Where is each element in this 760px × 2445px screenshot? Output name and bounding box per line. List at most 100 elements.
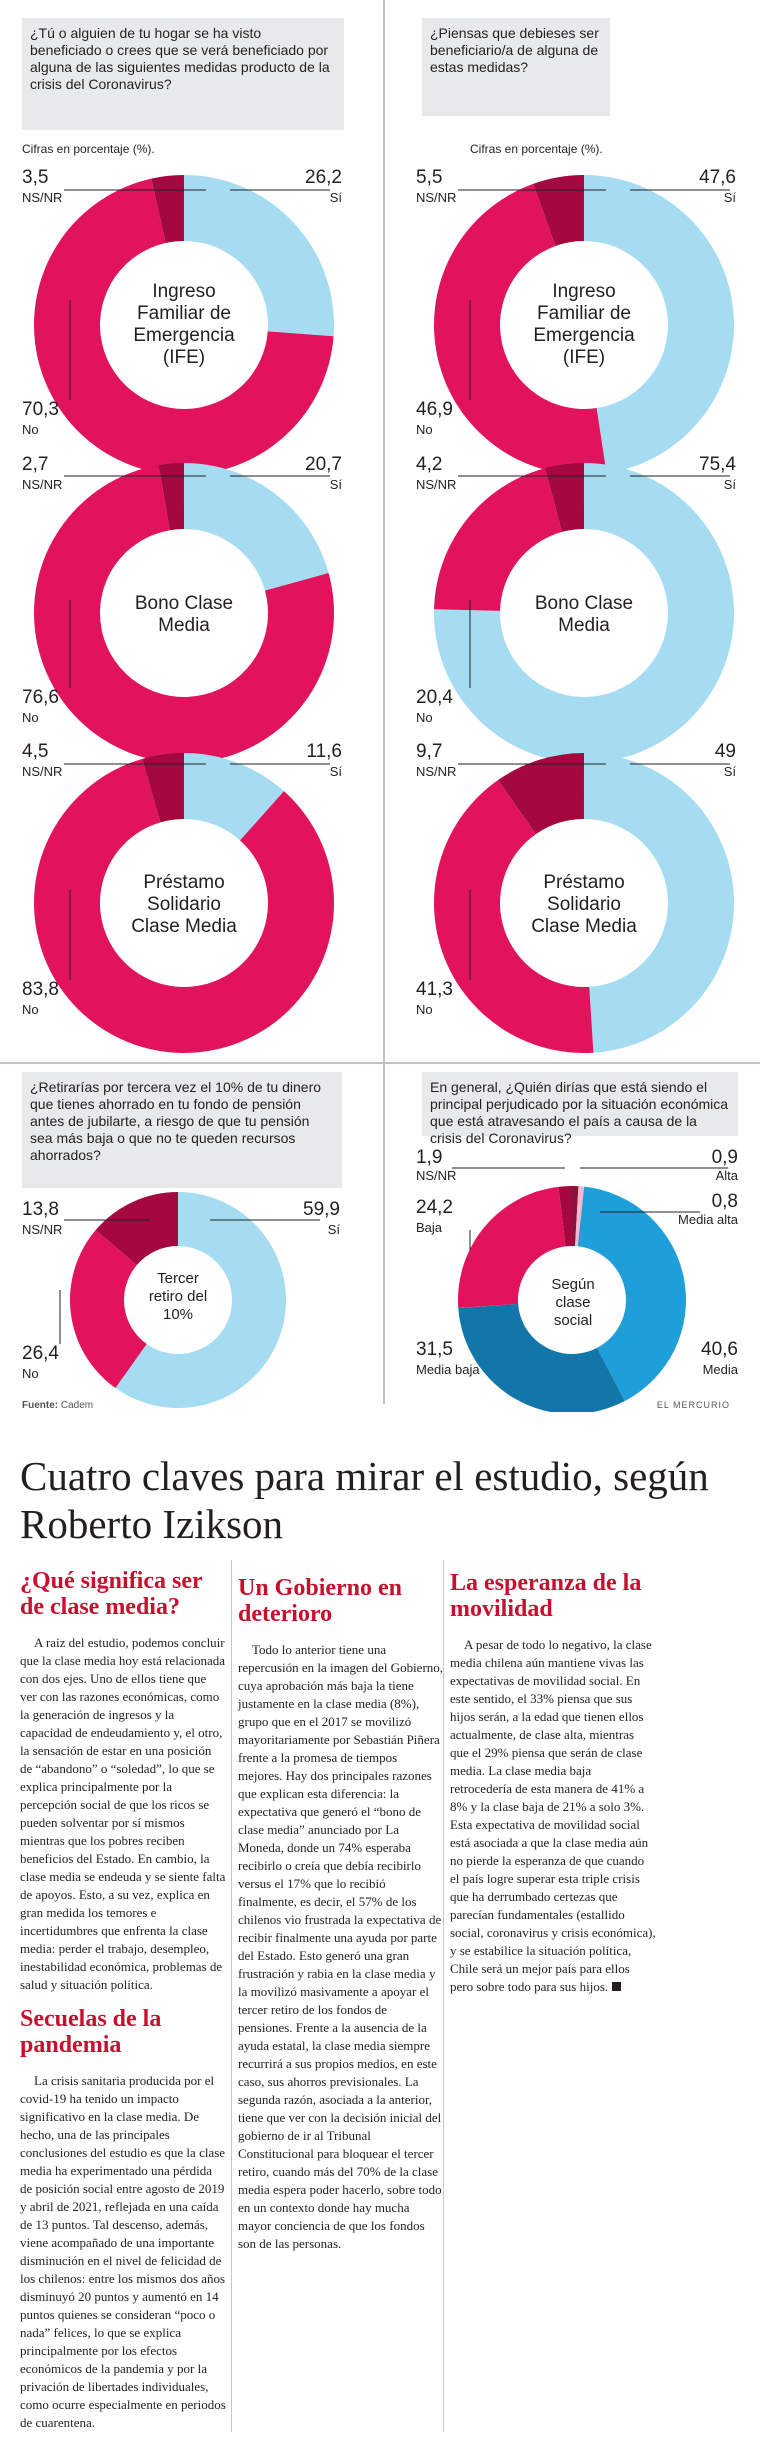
donut-label-bono-left: Bono Clase Media [134,593,234,636]
slice-0-ns-nr [151,175,184,244]
prestamo-left-si-value: 11,6 [306,741,342,762]
section-body-esperanza-text: A pesar de todo lo negativo, la clase me… [450,1637,656,1994]
question-debiese: ¿Piensas que debieses ser beneficiario/a… [422,18,610,116]
question-perjudicado: En general, ¿Quién dirías que está siend… [422,1072,738,1146]
prestamo-left-si-label: Sí [329,764,342,779]
article-column-1: ¿Qué significa ser de clase media? A raí… [20,1568,226,2432]
question-retiro: ¿Retirarías por tercera vez el 10% de tu… [22,1072,342,1188]
slice-2-s- [184,753,284,841]
section-body-secuelas: La crisis sanitaria producida por el cov… [20,2073,226,2430]
bono-right-no-label: No [416,710,433,725]
slice-7-media-alta [575,1186,585,1247]
ife-left-no-value: 70,3 [22,399,59,420]
prestamo-right-si-value: 49 [714,741,736,762]
section-title-gobierno: Un Gobierno en deterioro [238,1575,403,1627]
column-rule-2 [443,1560,444,2432]
slice-7-ns-nr [558,1186,572,1247]
bono-left-nsnr-value: 2,7 [22,454,49,475]
clase-nsnr-value: 1,9 [416,1147,443,1168]
divider-vertical-bottom [383,1064,385,1404]
article-headline: Cuatro claves para mirar el estudio, seg… [20,1453,709,1547]
prestamo-left-no-label: No [22,1002,39,1017]
ife-left-nsnr-value: 3,5 [22,167,49,188]
retiro-nsnr-value: 13,8 [22,1199,59,1220]
slice-3-ns-nr [533,175,584,246]
clase-media-label: Media [702,1362,738,1377]
donut-label-bono-right: Bono Clase Media [534,593,634,636]
prestamo-left-nsnr-value: 4,5 [22,741,49,762]
donut-ife-beneficiado [33,175,735,1412]
bono-left-nsnr-label: NS/NR [22,477,63,492]
bono-right-si-label: Sí [723,477,736,492]
slice-6-no [70,1230,147,1389]
ife-left-nsnr-label: NS/NR [22,190,63,205]
slice-1-ns-nr [158,463,184,531]
retiro-si-value: 59,9 [303,1199,340,1220]
ife-right-si-value: 47,6 [699,167,736,188]
prestamo-left-nsnr-label: NS/NR [22,764,63,779]
source-value: Cadem [60,1400,94,1411]
clase-media-alta-value: 0,8 [711,1191,738,1212]
section-title-esperanza: La esperanza de la movilidad [450,1570,642,1622]
clase-baja-label: Baja [416,1220,443,1235]
slice-7-alta [572,1186,579,1247]
clase-baja-value: 24,2 [416,1197,453,1218]
end-of-article-icon [612,1982,622,1991]
clase-media-alta-label: Media alta [678,1212,738,1227]
column-rule-1 [231,1560,232,2432]
bono-left-no-label: No [22,710,39,725]
prestamo-right-no-value: 41,3 [416,979,453,1000]
prestamo-left-no-value: 83,8 [22,979,59,1000]
prestamo-right-no-label: No [416,1002,433,1017]
donut-label-ife-left: Ingreso Familiar de Emergencia (IFE) [133,281,235,368]
clase-media-baja-label: Media baja [416,1362,480,1377]
brand-mark: EL MERCURIO [656,1400,730,1410]
article-column-3: La esperanza de la movilidad A pesar de … [450,1558,656,1996]
clase-alta-label: Alta [715,1168,738,1183]
ife-left-no-label: No [22,422,39,437]
retiro-si-label: Sí [327,1222,340,1237]
section-title-secuelas: Secuelas de la pandemia [20,2006,162,2058]
source-line: Fuente: Cadem [22,1400,93,1411]
section-body-esperanza: A pesar de todo lo negativo, la clase me… [450,1636,656,1996]
slice-4-ns-nr [544,463,584,532]
ife-right-si-label: Sí [723,190,736,205]
ife-right-no-value: 46,9 [416,399,453,420]
ife-right-no-label: No [416,422,433,437]
slice-2-ns-nr [142,753,184,823]
section-body-gobierno: Todo lo anterior tiene una repercusión e… [238,1642,444,2251]
ife-right-nsnr-label: NS/NR [416,190,457,205]
retiro-nsnr-label: NS/NR [22,1222,63,1237]
donut-label-clase: Según clase social [551,1276,595,1329]
bono-right-si-value: 75,4 [699,454,736,475]
slice-6-ns-nr [95,1192,178,1266]
article-column-2: Un Gobierno en deterioro Todo lo anterio… [238,1563,444,2253]
bono-left-no-value: 76,6 [22,687,59,708]
donut-label-retiro: Tercer retiro del 10% [148,1270,208,1323]
clase-alta-value: 0,9 [711,1147,738,1168]
donut-label-ife-right: Ingreso Familiar de Emergencia (IFE) [533,281,635,368]
section-title-clase-media: ¿Qué significa ser de clase media? [20,1568,203,1620]
ife-right-nsnr-value: 5,5 [416,167,443,188]
divider-horizontal [0,1062,760,1064]
prestamo-right-nsnr-label: NS/NR [416,764,457,779]
retiro-no-value: 26,4 [22,1343,59,1364]
caption-debiese: Cifras en porcentaje (%). [470,142,603,156]
question-beneficiado: ¿Tú o alguien de tu hogar se ha visto be… [22,18,344,130]
section-body-clase-media: A raíz del estudio, podemos concluir que… [20,1635,226,1992]
bono-right-nsnr-value: 4,2 [416,454,443,475]
source-label: Fuente: [22,1400,59,1411]
slice-5-ns-nr [498,753,584,835]
retiro-no-label: No [22,1366,39,1381]
bono-left-si-label: Sí [329,477,342,492]
bono-right-nsnr-label: NS/NR [416,477,457,492]
prestamo-right-si-label: Sí [723,764,736,779]
ife-left-si-value: 26,2 [305,167,342,188]
clase-media-baja-value: 31,5 [416,1339,453,1360]
prestamo-right-nsnr-value: 9,7 [416,741,443,762]
bono-left-si-value: 20,7 [305,454,342,475]
donut-label-prestamo-left: Préstamo Solidario Clase Media [131,872,237,937]
ife-left-si-label: Sí [329,190,342,205]
caption-beneficiado: Cifras en porcentaje (%). [22,142,155,156]
donut-label-prestamo-right: Préstamo Solidario Clase Media [531,872,637,937]
